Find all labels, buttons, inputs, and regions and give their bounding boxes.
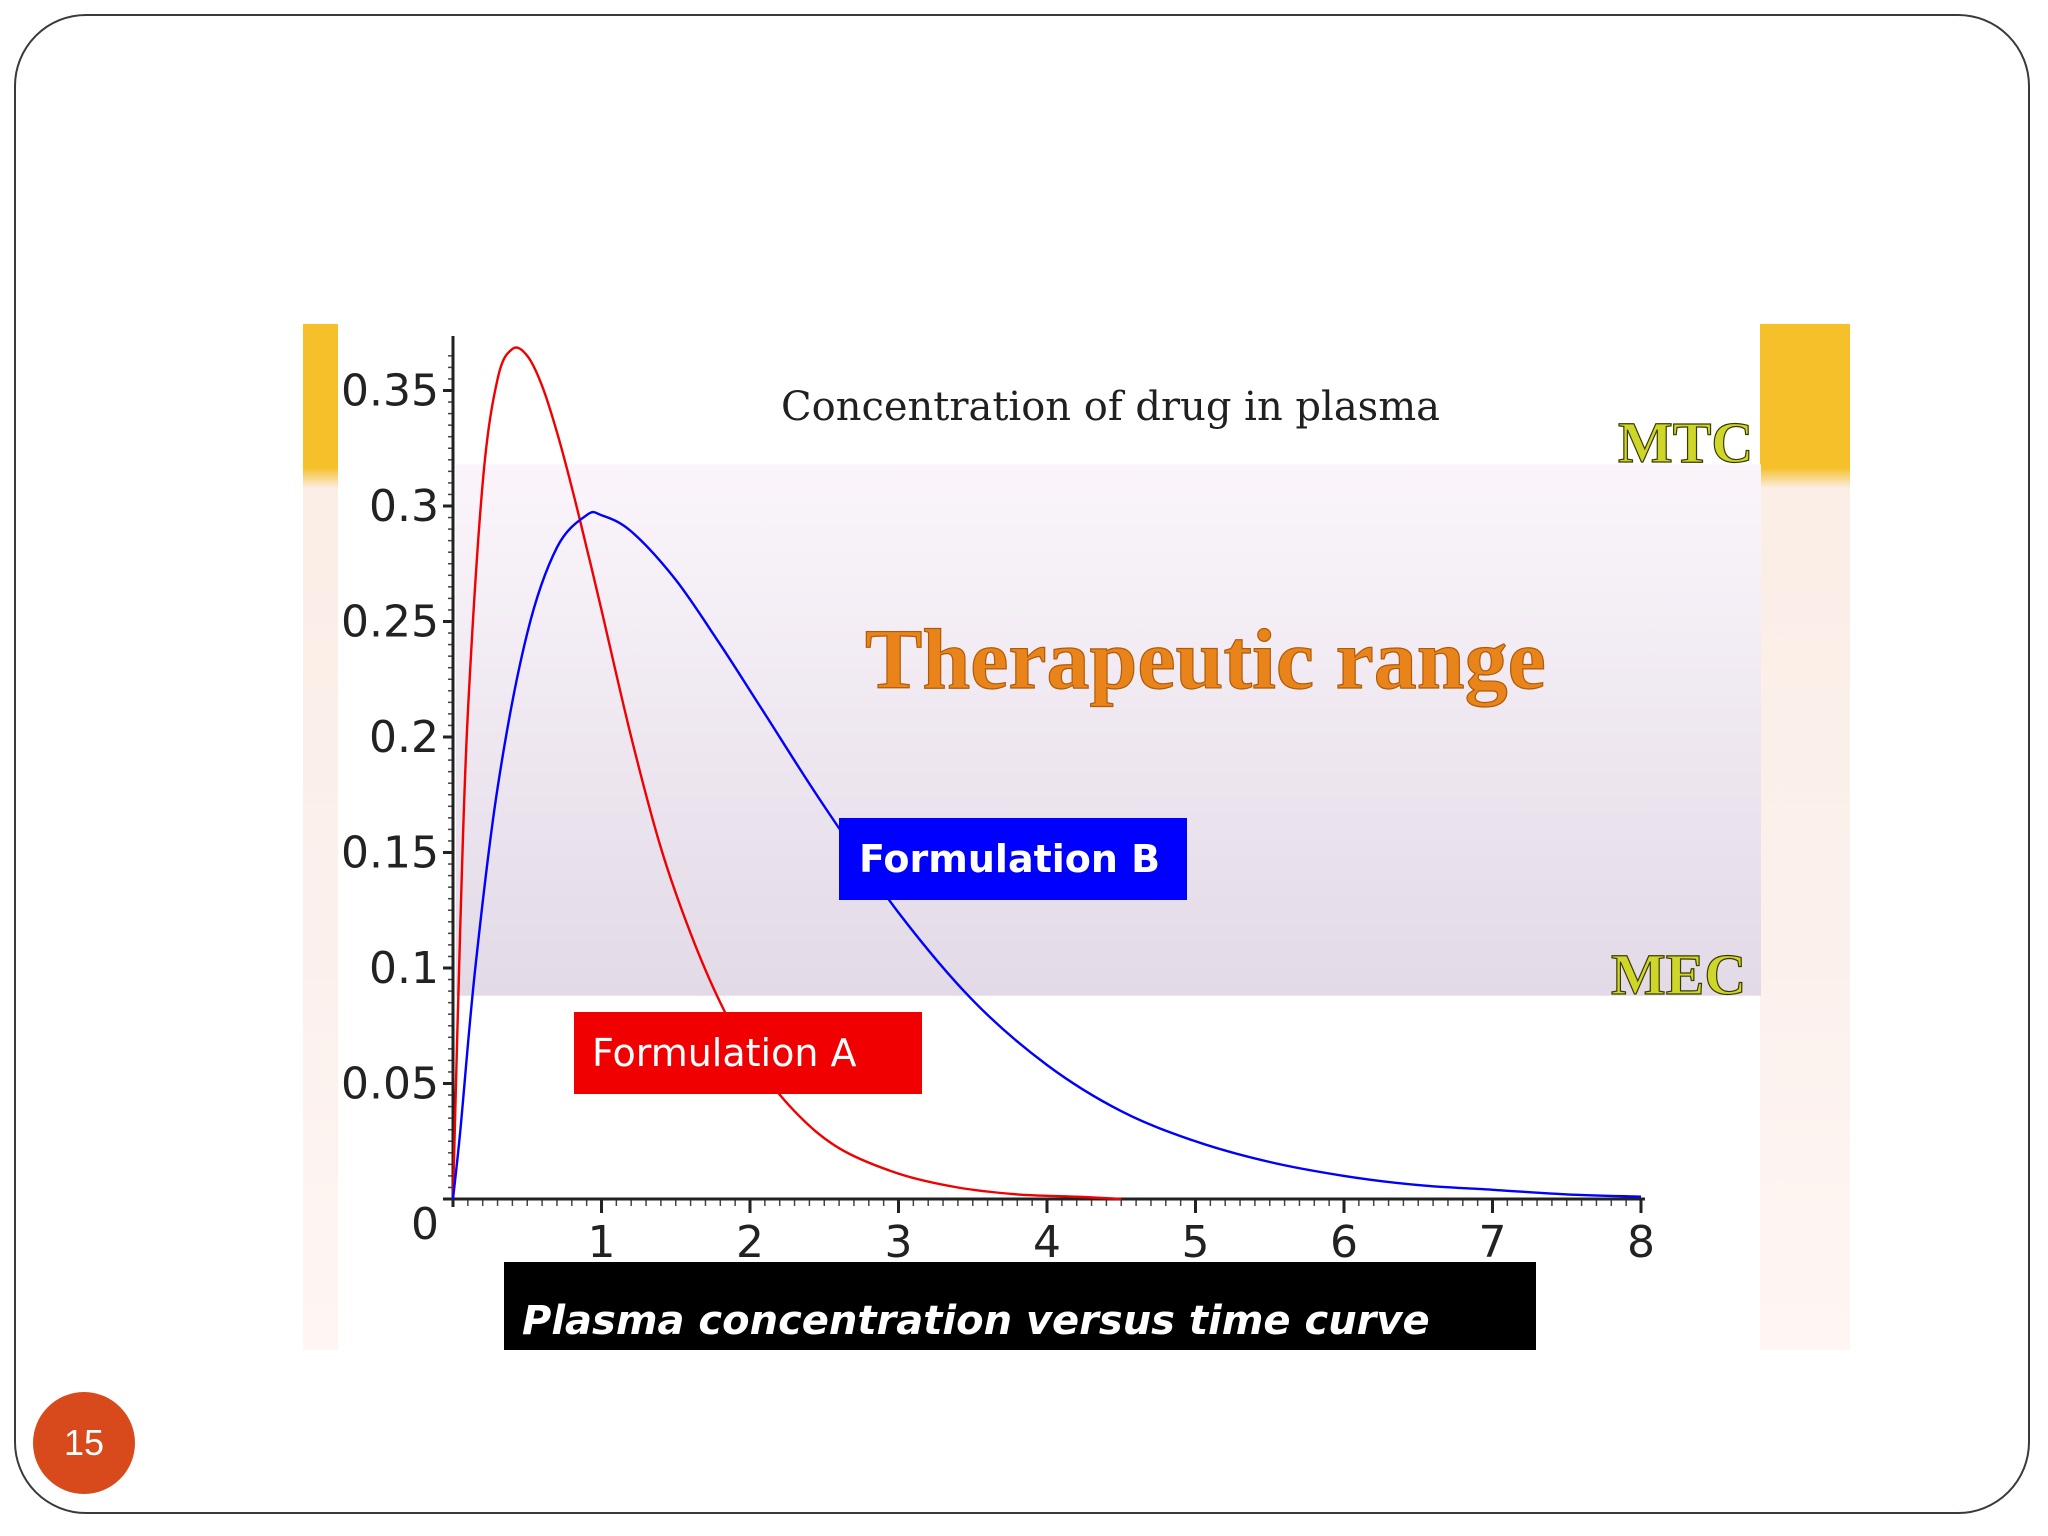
series-formulation-b-line <box>451 510 1642 1200</box>
x-axis-ticks: 1 2 3 4 5 6 7 8 0 <box>411 1199 1655 1268</box>
series-formulation-a-line <box>451 346 1122 1201</box>
y-tick-label: 0.25 <box>341 597 439 648</box>
mtc-label: MTC <box>1618 410 1753 475</box>
x-tick-label: 5 <box>1182 1217 1210 1268</box>
therapeutic-range-band <box>456 464 1761 996</box>
therapeutic-range-label: Therapeutic range <box>865 611 1546 707</box>
decorative-band-right <box>1760 324 1850 1350</box>
x-tick-label: 8 <box>1627 1217 1655 1268</box>
legend-formulation-a: Formulation A <box>574 1012 922 1094</box>
x-tick-label: 2 <box>736 1217 764 1268</box>
decorative-band-left <box>303 324 338 1350</box>
slide-number-badge: 15 <box>33 1392 135 1494</box>
plasma-concentration-chart: 0 0.05 0.1 0.15 0.2 0.25 0.3 0.35 1 2 3 4 5 6 7 8 0 Con… <box>341 336 1761 1268</box>
mec-label: MEC <box>1611 942 1746 1007</box>
legend-formulation-b: Formulation B <box>839 818 1187 900</box>
y-tick-label: 0.1 <box>369 943 439 994</box>
y-tick-label: 0.3 <box>369 481 439 532</box>
x-tick-label: 3 <box>885 1217 913 1268</box>
x-tick-label: 6 <box>1330 1217 1358 1268</box>
origin-label: 0 <box>411 1199 439 1250</box>
x-tick-label: 1 <box>588 1217 616 1268</box>
chart-title: Concentration of drug in plasma <box>781 384 1440 430</box>
x-tick-label: 4 <box>1033 1217 1061 1268</box>
y-tick-label: 0.05 <box>341 1059 439 1110</box>
y-tick-label: 0.35 <box>341 366 439 417</box>
x-tick-label: 7 <box>1479 1217 1507 1268</box>
chart-caption: Plasma concentration versus time curve <box>504 1262 1536 1350</box>
y-axis-ticks: 00.050.10.150.20.250.30.35 <box>341 355 453 1201</box>
y-tick-label: 0.2 <box>369 712 439 763</box>
y-tick-label: 0.15 <box>341 828 439 879</box>
